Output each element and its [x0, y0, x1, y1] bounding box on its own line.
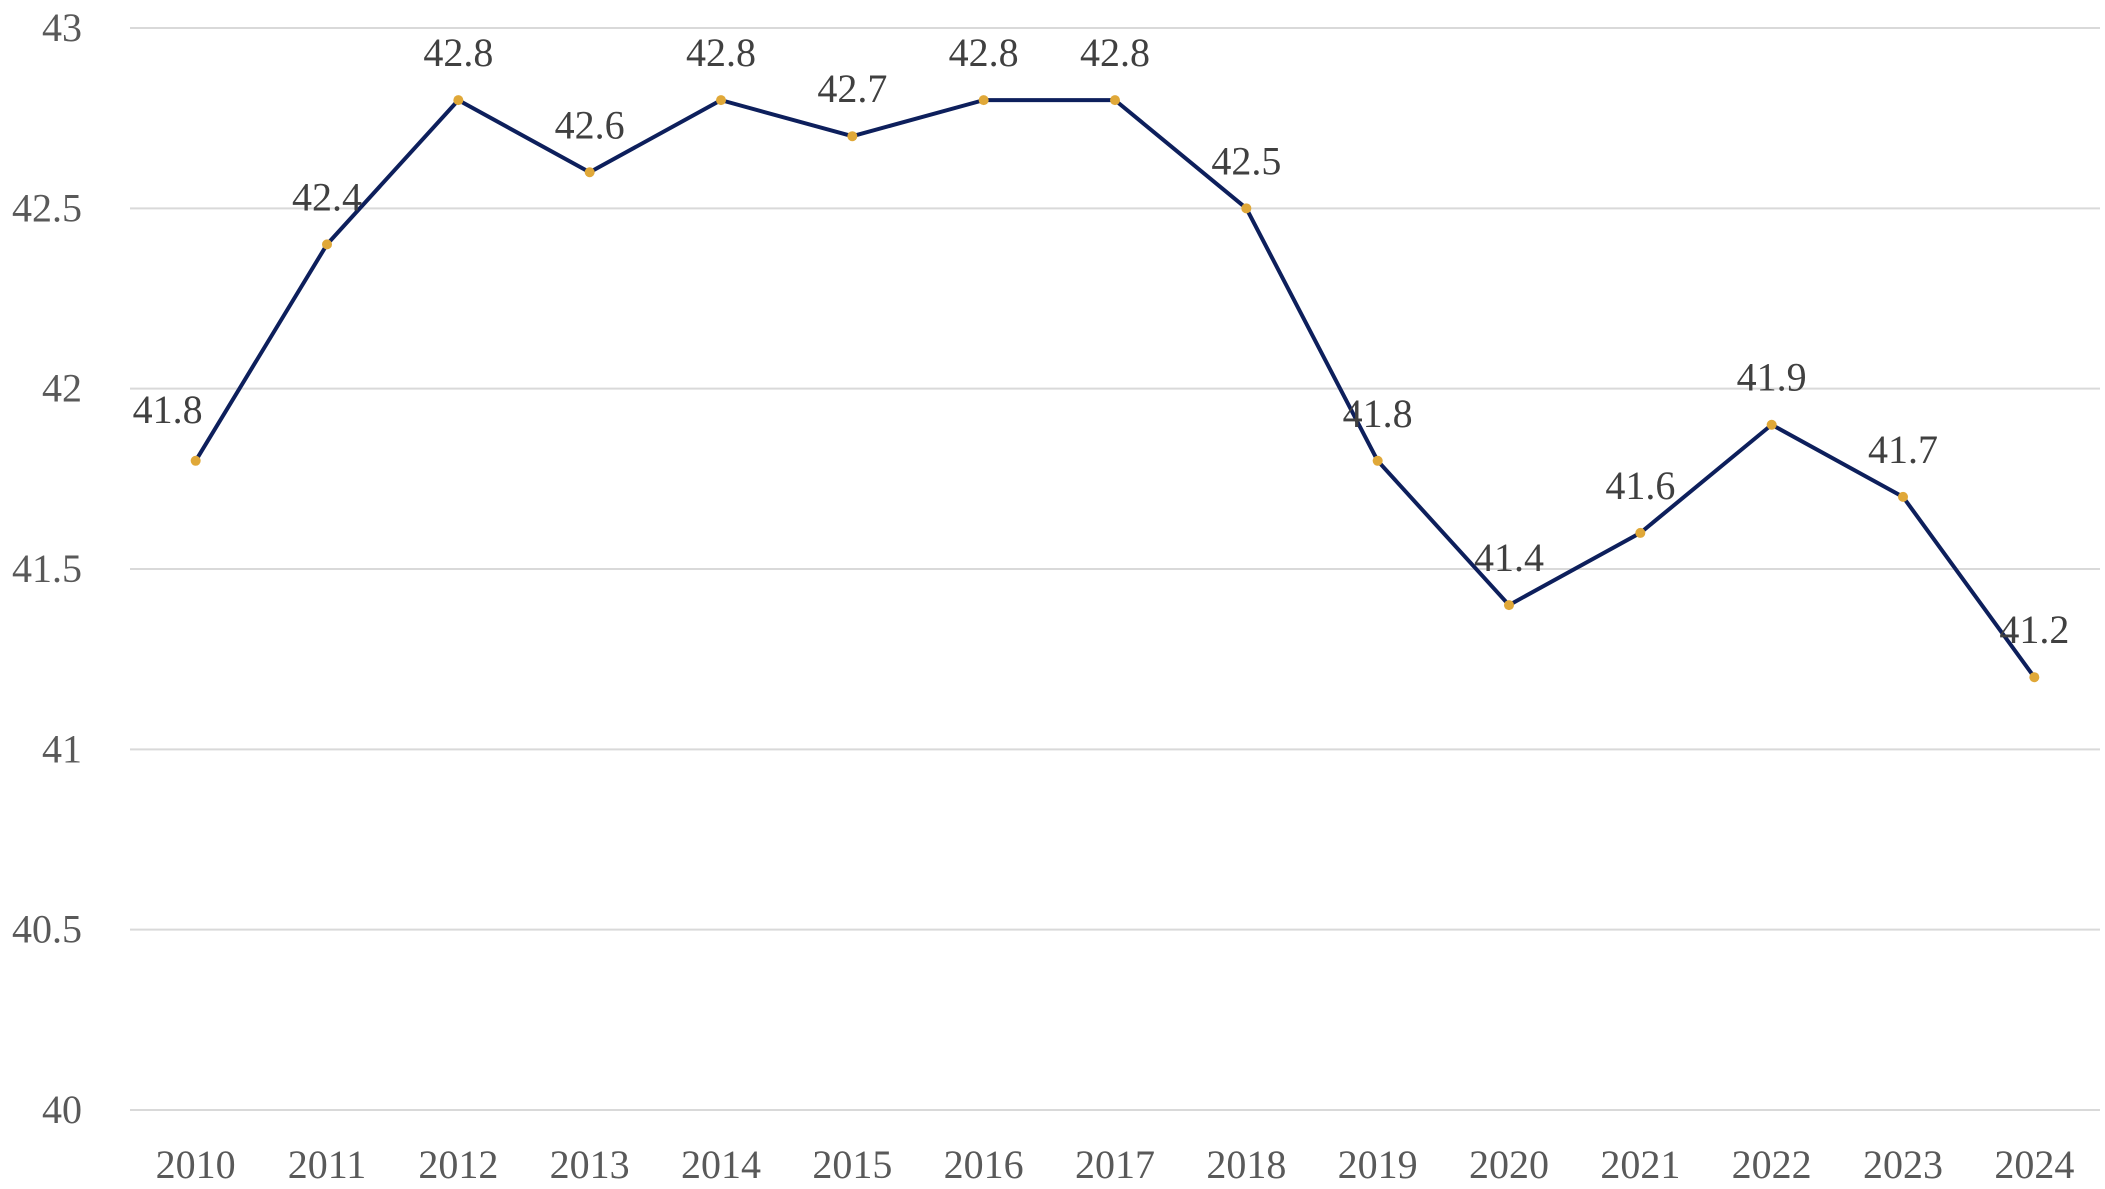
x-tick-label: 2013 — [550, 1142, 630, 1187]
data-point-marker — [1898, 491, 1908, 502]
x-tick-label: 2022 — [1732, 1142, 1812, 1187]
data-label: 41.4 — [1474, 535, 1544, 580]
x-tick-label: 2023 — [1863, 1142, 1943, 1187]
data-point-marker — [453, 95, 464, 106]
data-label: 41.2 — [1999, 607, 2069, 652]
x-tick-label: 2010 — [156, 1142, 236, 1187]
x-axis-tick-labels: 2010 2011 2012 2013 2014 2015 2016 2017 2018 2019… — [156, 1142, 2075, 1187]
data-label: 42.8 — [949, 30, 1019, 75]
y-tick-label: 42.5 — [12, 185, 82, 230]
data-label: 41.8 — [1343, 391, 1413, 436]
series-markers — [190, 95, 2040, 683]
data-point-marker — [1635, 527, 1646, 538]
x-tick-label: 2011 — [288, 1142, 367, 1187]
x-tick-label: 2014 — [681, 1142, 761, 1187]
x-tick-label: 2018 — [1206, 1142, 1286, 1187]
x-tick-label: 2024 — [1994, 1142, 2074, 1187]
data-label: 42.6 — [555, 102, 625, 147]
data-label: 41.8 — [133, 387, 203, 432]
data-point-marker — [1241, 203, 1252, 214]
x-tick-label: 2012 — [418, 1142, 498, 1187]
x-tick-label: 2021 — [1600, 1142, 1680, 1187]
data-label: 42.8 — [423, 30, 493, 75]
x-tick-label: 2020 — [1469, 1142, 1549, 1187]
data-point-marker — [1766, 419, 1777, 430]
data-point-marker — [716, 95, 726, 106]
data-point-marker — [847, 131, 858, 142]
data-label: 42.8 — [686, 30, 756, 75]
data-point-marker — [1110, 95, 1120, 106]
y-tick-label: 40.5 — [12, 907, 82, 952]
x-tick-label: 2015 — [812, 1142, 892, 1187]
data-label: 41.6 — [1605, 463, 1675, 508]
data-point-marker — [978, 95, 989, 106]
y-tick-label: 41.5 — [12, 546, 82, 591]
data-point-marker — [584, 167, 595, 178]
y-tick-label: 43 — [42, 5, 82, 50]
y-axis-tick-labels: 40 40.5 41 41.5 42 42.5 43 — [12, 5, 82, 1132]
data-label: 42.7 — [817, 66, 887, 111]
data-label: 41.7 — [1868, 427, 1938, 472]
data-point-marker — [1372, 455, 1383, 466]
y-tick-label: 40 — [42, 1087, 82, 1132]
data-point-marker — [322, 239, 332, 250]
x-tick-label: 2016 — [944, 1142, 1024, 1187]
gridlines — [130, 27, 2100, 1111]
y-tick-label: 41 — [42, 726, 82, 771]
data-label: 42.4 — [292, 174, 362, 219]
data-point-marker — [2029, 672, 2040, 683]
x-tick-label: 2019 — [1338, 1142, 1418, 1187]
data-labels: 41.8 42.4 42.8 42.6 42.8 42.7 42.8 42.8 42.5 41.8… — [133, 30, 2070, 652]
data-label: 41.9 — [1737, 355, 1807, 400]
data-point-marker — [1504, 600, 1514, 611]
data-label: 42.8 — [1080, 30, 1150, 75]
x-tick-label: 2017 — [1075, 1142, 1155, 1187]
y-tick-label: 42 — [42, 366, 82, 411]
data-point-marker — [190, 455, 201, 466]
data-label: 42.5 — [1211, 138, 1281, 183]
